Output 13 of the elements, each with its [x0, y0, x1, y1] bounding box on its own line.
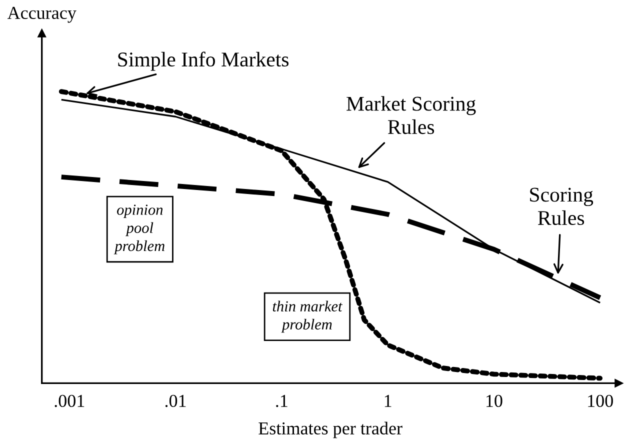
x-tick-label: .001 [54, 394, 84, 408]
x-tick-label: 10 [486, 394, 502, 408]
y-axis-title: Accuracy [7, 6, 76, 23]
annotation: opinion pool problem [114, 204, 164, 254]
series-label: Scoring Rules [530, 188, 594, 226]
x-tick-label: 1 [384, 394, 392, 407]
x-tick-label: .1 [276, 394, 288, 408]
series-label: Market Scoring Rules [346, 96, 476, 134]
x-tick-label: .01 [165, 394, 186, 408]
x-axis-title: Estimates per trader [258, 422, 402, 438]
x-tick-label: 100 [588, 394, 613, 408]
series-label: Simple Info Markets [118, 52, 289, 71]
annotation: thin market problem [272, 300, 343, 333]
